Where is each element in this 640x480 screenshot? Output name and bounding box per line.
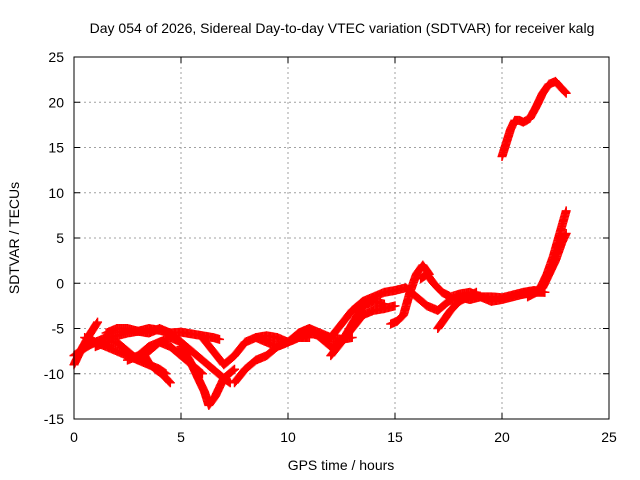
series-track-16 — [433, 287, 481, 333]
data-point — [215, 334, 225, 344]
y-tick-label: 10 — [48, 185, 64, 201]
data-point — [559, 86, 569, 96]
axis-ticks: 0 5 10 15 20 25 -15 -10 -5 0 5 10 15 20 25 — [44, 49, 617, 445]
data-point — [92, 318, 102, 328]
data-points — [69, 76, 571, 410]
chart-title: Day 054 of 2026, Sidereal Day-to-day VTE… — [90, 20, 595, 36]
data-point — [379, 299, 389, 309]
y-tick-label: 25 — [48, 49, 64, 65]
data-point — [165, 378, 175, 388]
y-tick-label: 5 — [56, 230, 64, 246]
x-tick-label: 15 — [387, 429, 403, 445]
x-tick-label: 5 — [177, 429, 185, 445]
y-tick-label: 15 — [48, 140, 64, 156]
y-tick-label: 20 — [48, 94, 64, 110]
y-tick-label: -10 — [44, 366, 64, 382]
series-track-18 — [523, 228, 571, 302]
x-tick-label: 0 — [70, 429, 78, 445]
data-point — [561, 206, 571, 216]
y-tick-label: -5 — [52, 321, 65, 337]
data-point — [230, 364, 239, 374]
data-point — [164, 377, 174, 387]
x-tick-label: 10 — [280, 429, 296, 445]
y-tick-label: 0 — [56, 275, 64, 291]
series-track-19 — [497, 76, 571, 162]
series-track-12 — [294, 283, 550, 343]
data-point — [471, 287, 481, 297]
data-point — [561, 88, 571, 98]
data-point — [560, 87, 570, 97]
series-track-8 — [176, 342, 239, 410]
x-tick-label: 20 — [494, 429, 510, 445]
data-point — [228, 365, 238, 375]
series-track-5 — [101, 324, 235, 388]
series-track-13 — [326, 296, 389, 361]
x-axis-label: GPS time / hours — [288, 457, 395, 473]
data-point — [561, 228, 571, 238]
series-track-14 — [386, 260, 434, 329]
data-point — [390, 301, 400, 311]
x-tick-label: 25 — [601, 429, 617, 445]
data-point — [227, 366, 237, 376]
grid-lines — [74, 57, 609, 419]
series-track-7 — [140, 351, 175, 388]
data-point — [164, 376, 174, 386]
y-axis-label: SDTVAR / TECUs — [6, 182, 22, 294]
data-point — [93, 317, 103, 327]
y-tick-label: -15 — [44, 411, 64, 427]
